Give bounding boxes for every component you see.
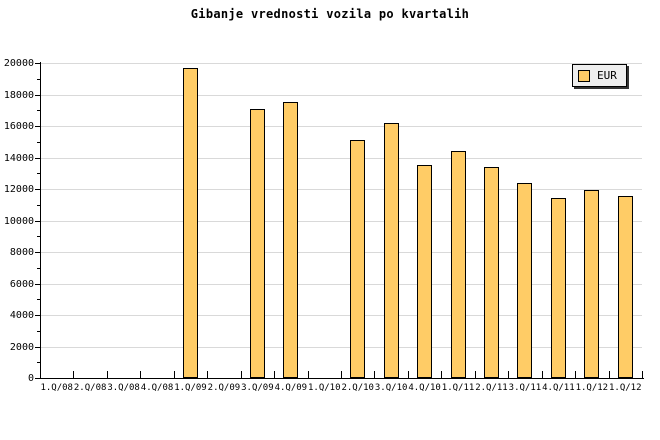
y-tick-label: 6000 (9, 279, 34, 290)
y-tick-label: 0 (27, 373, 34, 384)
x-tick-label-2.Q/10: 2.Q/10 (341, 383, 374, 393)
bar-1.Q/12 (584, 190, 599, 378)
x-tick-label-3.Q/08: 3.Q/08 (107, 383, 140, 393)
x-tick-label-4.Q/10: 4.Q/10 (408, 383, 441, 393)
x-tick (642, 371, 643, 378)
y-major-tick (35, 347, 40, 348)
y-tick-label: 18000 (3, 90, 34, 101)
y-tick-label: 2000 (9, 342, 34, 353)
x-tick (609, 371, 610, 378)
y-minor-tick (37, 236, 40, 237)
y-axis-line (40, 62, 41, 379)
y-minor-tick (37, 331, 40, 332)
bar-3.Q/09 (250, 109, 265, 378)
y-tick-label: 4000 (9, 310, 34, 321)
y-minor-tick (37, 142, 40, 143)
x-tick (40, 371, 41, 378)
bar-2.Q/11 (484, 167, 499, 378)
bar-4.Q/11 (551, 198, 566, 378)
y-major-tick (35, 158, 40, 159)
x-tick-label-4.Q/08: 4.Q/08 (140, 383, 174, 393)
x-tick (542, 371, 543, 378)
x-tick-label-3.Q/10: 3.Q/10 (374, 383, 408, 393)
x-tick-label-1.Q/12: 1.Q/12 (609, 383, 642, 393)
y-minor-tick (37, 268, 40, 269)
y-tick-label: 16000 (3, 121, 34, 132)
gridline (40, 252, 642, 253)
gridline (40, 126, 642, 127)
bar-1.Q/12 (618, 196, 633, 378)
x-tick (575, 371, 576, 378)
y-minor-tick (37, 205, 40, 206)
x-tick-label-1.Q/10: 1.Q/10 (308, 383, 341, 393)
gridline (40, 95, 642, 96)
x-tick (475, 371, 476, 378)
legend-swatch-eur (578, 69, 590, 82)
x-tick-label-2.Q/11: 2.Q/11 (475, 383, 508, 393)
legend-box: EUR (572, 64, 627, 87)
x-tick (207, 371, 208, 378)
bar-1.Q/11 (451, 151, 466, 378)
bar-3.Q/11 (517, 183, 532, 378)
x-tick (140, 371, 141, 378)
y-tick-label: 12000 (3, 184, 34, 195)
x-tick (107, 371, 108, 378)
x-tick-label-3.Q/09: 3.Q/09 (241, 383, 274, 393)
x-tick-label-3.Q/11: 3.Q/11 (508, 383, 542, 393)
y-tick-label: 14000 (3, 153, 34, 164)
gridline (40, 221, 642, 222)
x-tick-label-4.Q/11: 4.Q/11 (542, 383, 575, 393)
bar-1.Q/09 (183, 68, 198, 378)
y-major-tick (35, 221, 40, 222)
x-tick-label-1.Q/11: 1.Q/11 (441, 383, 475, 393)
x-tick (408, 371, 409, 378)
x-tick-label-4.Q/09: 4.Q/09 (274, 383, 308, 393)
gridline (40, 347, 642, 348)
bar-2.Q/10 (350, 140, 365, 378)
y-tick-label: 8000 (9, 247, 34, 258)
y-minor-tick (37, 173, 40, 174)
x-tick (274, 371, 275, 378)
gridline (40, 158, 642, 159)
y-major-tick (35, 95, 40, 96)
x-tick (174, 371, 175, 378)
y-major-tick (35, 252, 40, 253)
x-tick-label-1.Q/12: 1.Q/12 (575, 383, 609, 393)
x-tick (508, 371, 509, 378)
x-tick (441, 371, 442, 378)
y-tick-label: 20000 (3, 58, 34, 69)
y-minor-tick (37, 110, 40, 111)
chart-title: Gibanje vrednosti vozila po kvartalih (190, 7, 470, 21)
y-minor-tick (37, 299, 40, 300)
bar-4.Q/10 (417, 165, 432, 378)
x-tick (374, 371, 375, 378)
x-tick (341, 371, 342, 378)
gridline (40, 315, 642, 316)
y-major-tick (35, 189, 40, 190)
bar-3.Q/10 (384, 123, 399, 378)
y-minor-tick (37, 79, 40, 80)
x-tick-label-2.Q/08: 2.Q/08 (73, 383, 107, 393)
legend-label: EUR (597, 68, 617, 82)
y-major-tick (35, 284, 40, 285)
x-tick (241, 371, 242, 378)
gridline (40, 284, 642, 285)
bar-4.Q/09 (283, 102, 298, 378)
y-major-tick (35, 63, 40, 64)
x-tick (308, 371, 309, 378)
y-minor-tick (37, 362, 40, 363)
x-tick-label-1.Q/08: 1.Q/08 (40, 383, 73, 393)
y-major-tick (35, 126, 40, 127)
x-tick-label-1.Q/09: 1.Q/09 (174, 383, 207, 393)
y-tick-label: 10000 (3, 216, 34, 227)
gridline (40, 63, 642, 64)
gridline (40, 189, 642, 190)
x-axis-line (40, 378, 644, 379)
x-tick-label-2.Q/09: 2.Q/09 (207, 383, 241, 393)
y-major-tick (35, 315, 40, 316)
x-tick (73, 371, 74, 378)
y-major-tick (35, 378, 40, 379)
